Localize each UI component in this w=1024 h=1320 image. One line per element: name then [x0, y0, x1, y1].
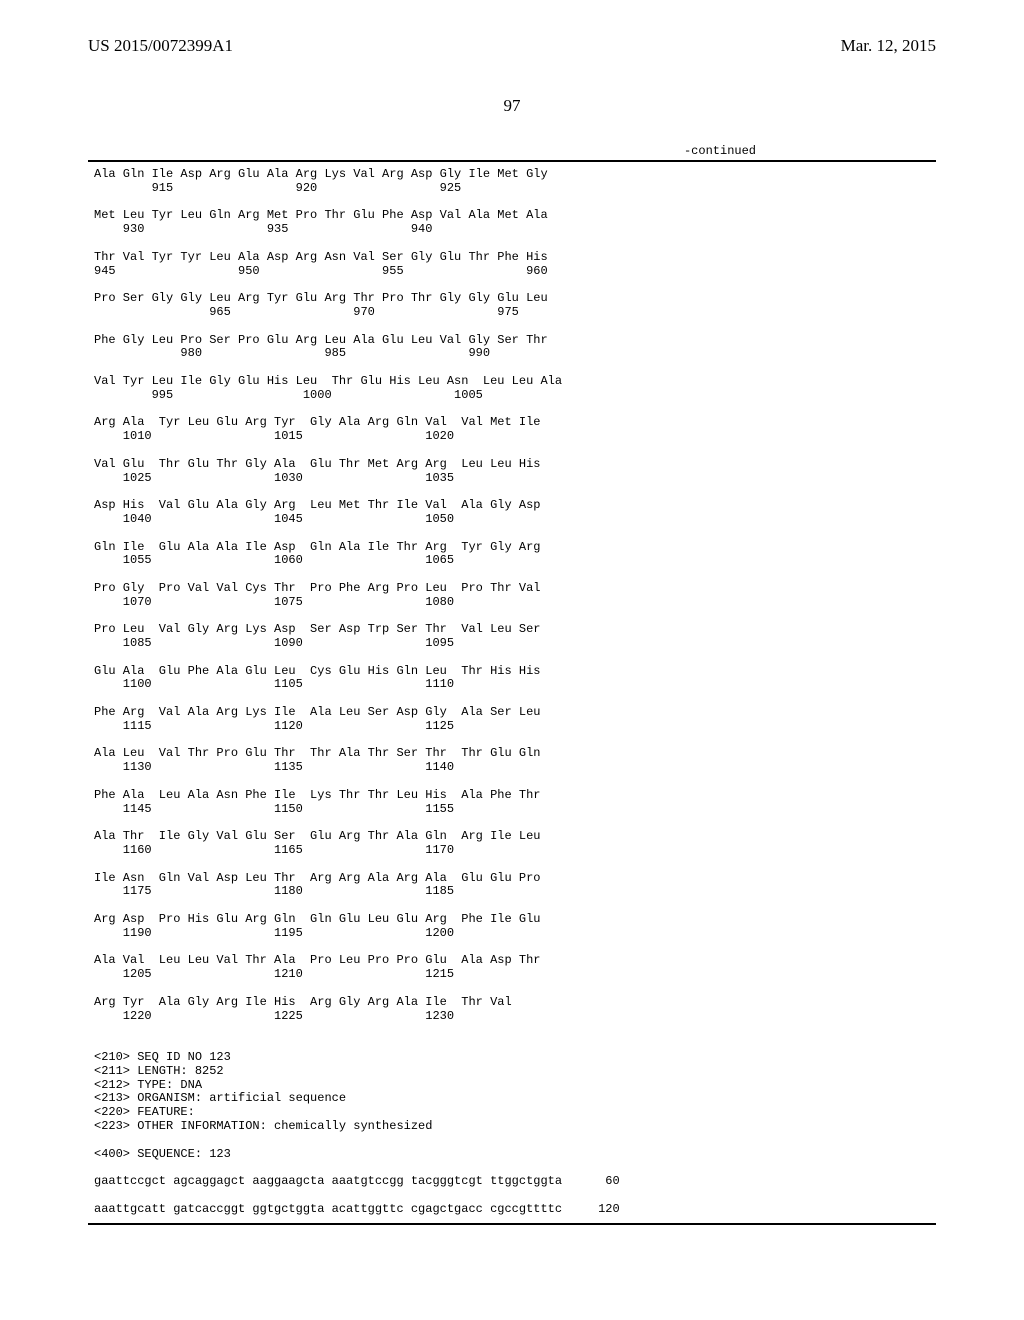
page-header: US 2015/0072399A1 Mar. 12, 2015: [88, 36, 936, 56]
rule-top: [88, 160, 936, 162]
rule-bottom: [88, 1223, 936, 1225]
page-number: 97: [88, 96, 936, 116]
continued-label: -continued: [88, 144, 936, 158]
publication-date: Mar. 12, 2015: [841, 36, 936, 56]
publication-number: US 2015/0072399A1: [88, 36, 233, 56]
sequence-listing: Ala Gln Ile Asp Arg Glu Ala Arg Lys Val …: [88, 168, 936, 1217]
